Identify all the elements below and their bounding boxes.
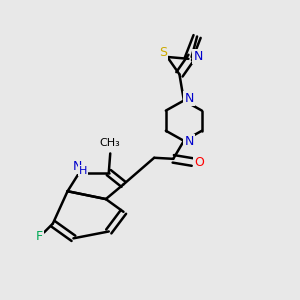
Text: H: H <box>79 166 87 176</box>
Text: N: N <box>194 50 203 63</box>
Text: N: N <box>73 160 83 172</box>
Text: CH₃: CH₃ <box>100 138 121 148</box>
Text: F: F <box>36 230 43 243</box>
Text: N: N <box>184 92 194 105</box>
Text: N: N <box>184 135 194 148</box>
Text: S: S <box>159 46 167 59</box>
Text: O: O <box>194 155 204 169</box>
